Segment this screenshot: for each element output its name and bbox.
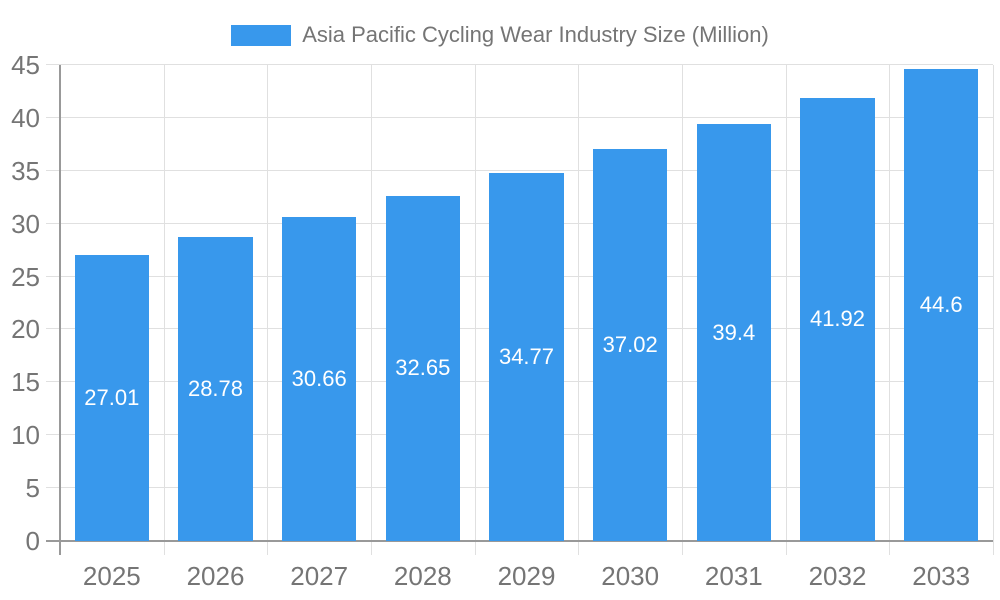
bar-value-label: 37.02: [602, 332, 658, 358]
x-gridline: [889, 65, 891, 555]
bar-2033[interactable]: 44.6: [903, 69, 979, 541]
x-axis-tick-label: 2026: [186, 561, 245, 591]
x-gridline: [785, 65, 787, 555]
x-axis-tick-label: 2031: [704, 561, 763, 591]
legend-item[interactable]: Asia Pacific Cycling Wear Industry Size …: [231, 22, 769, 48]
bar-value-label: 32.65: [395, 355, 451, 381]
y-axis-tick-label: 10: [11, 420, 40, 451]
bar-2027[interactable]: 30.66: [281, 216, 357, 541]
bar-value-label: 34.77: [498, 344, 555, 370]
x-axis-tick-label: 2029: [497, 561, 556, 591]
x-axis-tick-label: 2028: [393, 561, 452, 591]
bar-2031[interactable]: 39.4: [696, 124, 772, 541]
legend-swatch-icon: [231, 24, 292, 46]
bar-value-label: 41.92: [809, 306, 866, 332]
y-axis-tick-label: 40: [11, 102, 40, 133]
y-gridline: [46, 169, 993, 171]
bar-2030[interactable]: 37.02: [592, 149, 668, 541]
bar-2029[interactable]: 34.77: [489, 173, 564, 541]
x-gridline: [371, 65, 372, 555]
legend: Asia Pacific Cycling Wear Industry Size …: [0, 20, 1000, 50]
legend-series-label: Asia Pacific Cycling Wear Industry Size …: [302, 22, 769, 47]
y-axis-tick-label: 35: [11, 155, 40, 186]
y-axis-line: [59, 65, 61, 555]
y-axis-tick-label: 15: [11, 367, 40, 398]
bar-value-label: 44.6: [919, 292, 963, 318]
x-gridline: [682, 65, 683, 555]
x-axis-tick-label: 2025: [82, 561, 141, 591]
y-axis-tick-label: 0: [25, 526, 40, 556]
x-gridline: [993, 65, 994, 555]
x-axis-tick-label: 2030: [601, 561, 660, 591]
x-axis-tick-label: 2032: [808, 561, 867, 591]
x-gridline: [163, 65, 165, 555]
x-gridline: [578, 65, 580, 555]
x-gridline: [474, 65, 476, 555]
y-gridline: [46, 116, 993, 118]
bar-value-label: 27.01: [84, 385, 140, 411]
y-axis-tick-label: 45: [11, 50, 40, 80]
y-gridline: [46, 64, 993, 65]
bar-value-label: 28.78: [187, 375, 244, 401]
bar-2028[interactable]: 32.65: [385, 195, 461, 541]
bar-2026[interactable]: 28.78: [178, 236, 253, 541]
bar-value-label: 39.4: [712, 319, 756, 345]
x-axis-tick-label: 2027: [290, 561, 349, 591]
y-axis-tick-label: 30: [11, 208, 40, 239]
y-axis-tick-label: 25: [11, 261, 40, 292]
x-axis-line: [46, 540, 993, 542]
bar-2025[interactable]: 27.01: [74, 255, 150, 541]
y-axis-tick-label: 20: [11, 314, 40, 345]
x-gridline: [267, 65, 269, 555]
bar-2032[interactable]: 41.92: [800, 97, 875, 541]
bar-value-label: 30.66: [291, 365, 347, 391]
y-axis-tick-label: 5: [25, 473, 40, 504]
x-axis-tick-label: 2033: [912, 561, 971, 591]
